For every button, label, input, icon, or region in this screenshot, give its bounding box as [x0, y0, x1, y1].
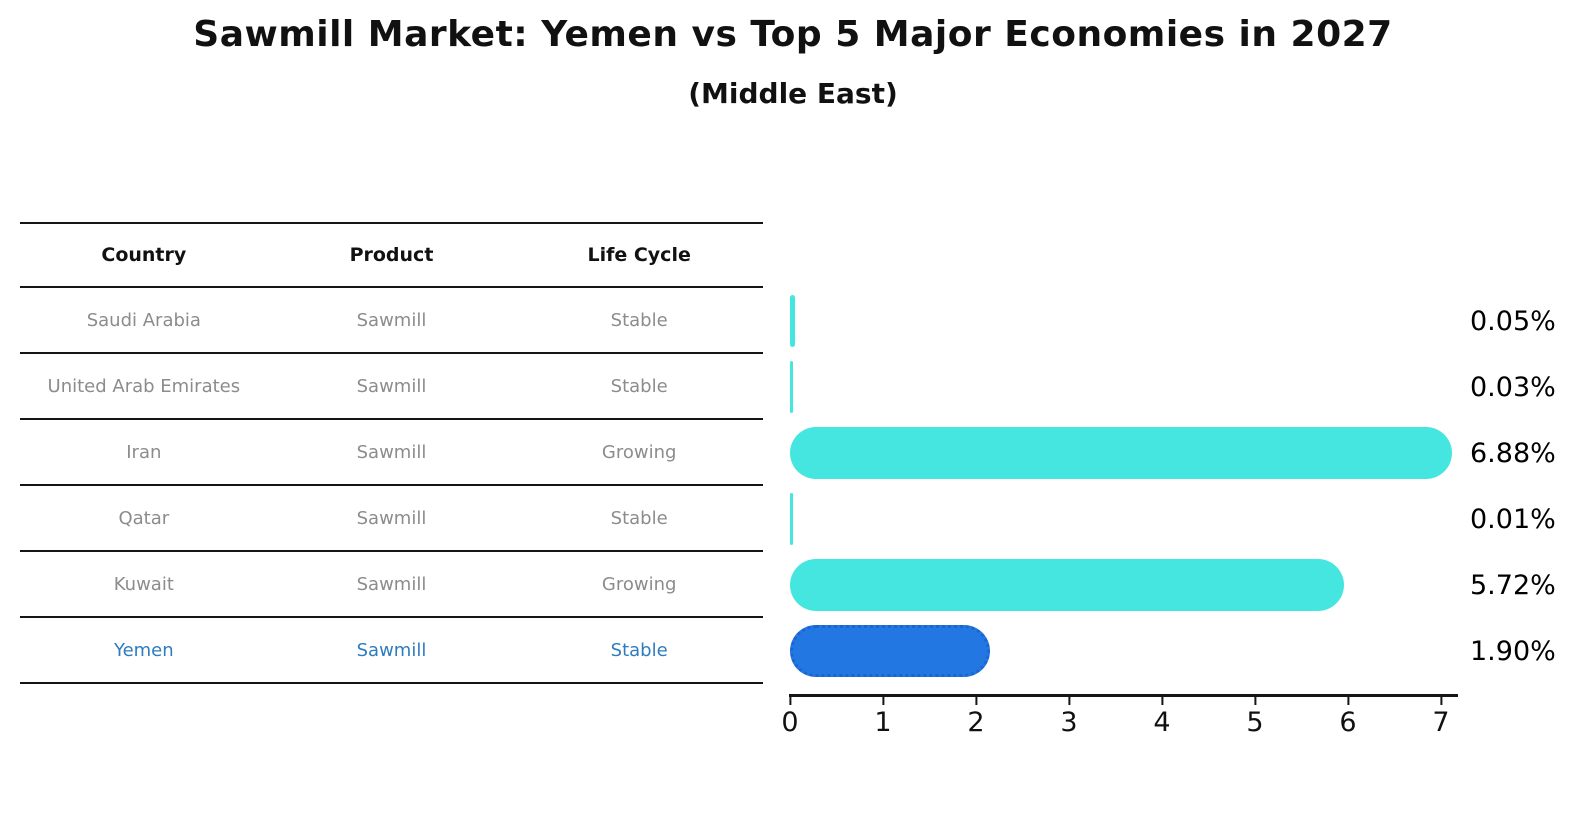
bar-row	[790, 486, 1452, 552]
tick-mark	[975, 697, 977, 705]
tick-label: 4	[1153, 707, 1171, 738]
value-labels: 0.05% 0.03% 6.88% 0.01% 5.72% 1.90%	[1470, 288, 1556, 684]
table-row-yemen: Yemen Sawmill Stable	[20, 618, 763, 684]
tick-mark	[1161, 697, 1163, 705]
value-label: 0.03%	[1470, 371, 1556, 403]
tick-mark	[1440, 697, 1442, 705]
x-axis-tick: 6	[1339, 697, 1357, 738]
value-label: 5.72%	[1470, 569, 1556, 601]
cell-country: Saudi Arabia	[86, 309, 201, 331]
cell-product: Sawmill	[356, 375, 427, 397]
tick-mark	[1347, 697, 1349, 705]
x-axis-tick: 5	[1246, 697, 1264, 738]
bar-saudi-arabia	[790, 295, 795, 347]
value-label: 1.90%	[1470, 635, 1556, 667]
col-header-life-cycle: Life Cycle	[587, 244, 691, 266]
table-row: Kuwait Sawmill Growing	[20, 552, 763, 618]
cell-product: Sawmill	[356, 639, 427, 661]
table-row: Saudi Arabia Sawmill Stable	[20, 288, 763, 354]
bar-row	[790, 552, 1452, 618]
tick-label: 5	[1246, 707, 1264, 738]
table-row: Qatar Sawmill Stable	[20, 486, 763, 552]
bar-row	[790, 288, 1452, 354]
tick-mark	[882, 697, 884, 705]
tick-label: 7	[1432, 707, 1450, 738]
value-label: 0.01%	[1470, 503, 1556, 535]
cell-country: Kuwait	[113, 573, 174, 595]
table-header-row: Country Product Life Cycle	[20, 222, 763, 288]
tick-label: 1	[874, 707, 892, 738]
cell-country: Yemen	[113, 639, 174, 661]
bar-chart	[790, 288, 1452, 684]
cell-product: Sawmill	[356, 507, 427, 529]
bar-kuwait	[790, 559, 1345, 611]
x-axis-line	[789, 694, 1458, 697]
cell-country: Iran	[126, 441, 162, 463]
tick-mark	[1254, 697, 1256, 705]
bar-row	[790, 354, 1452, 420]
bar-yemen	[790, 625, 991, 677]
cell-country: Qatar	[118, 507, 170, 529]
tick-label: 2	[967, 707, 985, 738]
bar-iran	[790, 427, 1452, 479]
x-axis-tick: 2	[967, 697, 985, 738]
tick-mark	[789, 697, 791, 705]
chart-title: Sawmill Market: Yemen vs Top 5 Major Eco…	[193, 14, 1393, 55]
bar-row	[790, 618, 1452, 684]
table-row: Iran Sawmill Growing	[20, 420, 763, 486]
x-axis-tick: 0	[781, 697, 799, 738]
cell-life-cycle: Stable	[610, 507, 668, 529]
cell-product: Sawmill	[356, 441, 427, 463]
col-header-country: Country	[101, 244, 187, 266]
tick-label: 6	[1339, 707, 1357, 738]
x-axis-tick: 1	[874, 697, 892, 738]
cell-life-cycle: Growing	[601, 441, 677, 463]
x-axis: 0 1 2 3 4 5 6 7	[781, 697, 1450, 747]
x-axis-tick: 3	[1060, 697, 1078, 738]
value-label: 0.05%	[1470, 305, 1556, 337]
chart-subtitle: (Middle East)	[688, 77, 898, 110]
figure-titles: Sawmill Market: Yemen vs Top 5 Major Eco…	[0, 14, 1586, 110]
bar-row	[790, 420, 1452, 486]
cell-country: United Arab Emirates	[47, 375, 241, 397]
tick-label: 0	[781, 707, 799, 738]
cell-life-cycle: Growing	[601, 573, 677, 595]
cell-product: Sawmill	[356, 573, 427, 595]
comparison-table: Country Product Life Cycle Saudi Arabia …	[20, 222, 763, 684]
tick-label: 3	[1060, 707, 1078, 738]
tick-mark	[1068, 697, 1070, 705]
cell-life-cycle: Stable	[610, 309, 668, 331]
value-label: 6.88%	[1470, 437, 1556, 469]
cell-product: Sawmill	[356, 309, 427, 331]
cell-life-cycle: Stable	[610, 375, 668, 397]
table-row: United Arab Emirates Sawmill Stable	[20, 354, 763, 420]
x-axis-tick: 7	[1432, 697, 1450, 738]
cell-life-cycle: Stable	[610, 639, 668, 661]
bar-united-arab-emirates	[790, 361, 793, 413]
x-axis-tick: 4	[1153, 697, 1171, 738]
bar-qatar	[790, 493, 793, 545]
col-header-product: Product	[349, 244, 434, 266]
